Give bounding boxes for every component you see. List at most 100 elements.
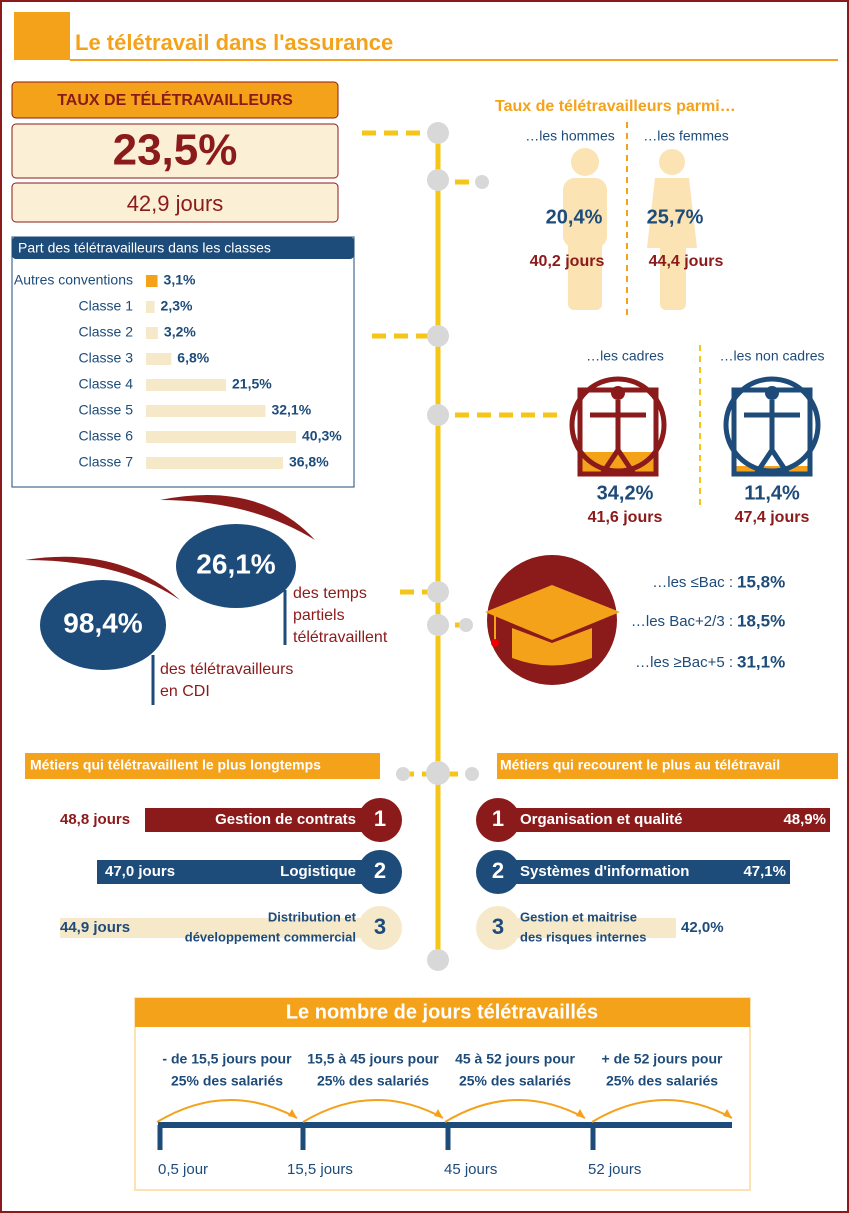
classes-title: Part des télétravailleurs dans les class… xyxy=(18,240,271,256)
class-label: Classe 7 xyxy=(79,454,134,470)
part-time-bubble xyxy=(176,524,296,608)
rate-box xyxy=(11,123,339,179)
segment-text: 25% des salariés xyxy=(606,1073,718,1089)
group-days: 47,4 jours xyxy=(735,509,810,526)
job-days: 48,8 jours xyxy=(60,811,130,828)
arrow xyxy=(591,1098,733,1123)
group-label: …les femmes xyxy=(643,128,729,144)
job-name: Gestion et maitrise xyxy=(520,909,637,924)
value-label: 3,1% xyxy=(164,272,196,288)
group-label: …les hommes xyxy=(525,128,614,144)
tick-label: 52 jours xyxy=(588,1161,641,1178)
arrow xyxy=(156,1098,298,1123)
group-days: 41,6 jours xyxy=(588,509,663,526)
rate-heading: TAUX DE TÉLÉTRAVAILLEURS xyxy=(57,90,293,109)
title: Le télétravail dans l'assurance xyxy=(75,30,393,55)
rank-bar xyxy=(97,860,380,884)
gender-title: Taux de télétravailleurs parmi… xyxy=(495,98,736,115)
part-time-text: des temps xyxy=(293,585,367,602)
days-box xyxy=(134,997,751,1191)
bar xyxy=(146,405,266,417)
rank-bar xyxy=(145,808,380,832)
class-label: Classe 5 xyxy=(79,402,134,418)
tick-label: 0,5 jour xyxy=(158,1161,208,1178)
rank-number: 3 xyxy=(492,914,504,939)
rankings: 1 1 Gestion de contrats Organisation et qua… xyxy=(60,798,830,950)
job-days: 44,9 jours xyxy=(60,919,130,936)
classes-chart: Autres conventions 3,1% Classe 1 2,3% Classe… xyxy=(14,272,342,470)
arrow-head xyxy=(723,1109,732,1118)
rank-badge xyxy=(358,906,402,950)
value-label: 40,3% xyxy=(302,428,342,444)
group-rate: 25,7% xyxy=(647,206,704,228)
segment-text: - de 15,5 jours pour xyxy=(162,1051,292,1067)
group-days: 40,2 jours xyxy=(530,253,605,270)
rank-badge xyxy=(476,906,520,950)
value-label: 2,3% xyxy=(161,298,193,314)
value-label: 21,5% xyxy=(232,376,272,392)
rate-header xyxy=(11,81,339,119)
education-list: …les ≤Bac :15,8% …les Bac+2/3 :18,5% …les … xyxy=(631,572,785,671)
job-name: Gestion de contrats xyxy=(215,811,356,828)
segment-text: 25% des salariés xyxy=(171,1073,283,1089)
value-label: 6,8% xyxy=(177,350,209,366)
swoosh xyxy=(25,556,180,600)
days-scale: - de 15,5 jours pour 25% des salariés 15,5… xyxy=(156,1051,733,1178)
rate-value: 23,5% xyxy=(113,126,238,175)
section-title: Métiers qui télétravaillent le plus long… xyxy=(30,757,321,773)
job-name: Systèmes d'information xyxy=(520,863,689,880)
job-rate: 42,0% xyxy=(681,919,724,936)
arrow xyxy=(444,1098,586,1123)
rank-bar xyxy=(60,918,380,938)
timeline xyxy=(362,122,560,971)
edu-value: 18,5% xyxy=(737,611,785,630)
rank-number: 2 xyxy=(492,858,504,883)
group-rate: 34,2% xyxy=(597,482,654,504)
rank-bar xyxy=(498,860,790,884)
edu-label: …les ≤Bac : xyxy=(652,574,733,591)
segment-text: + de 52 jours pour xyxy=(602,1051,724,1067)
classes-box xyxy=(11,236,355,488)
value-label: 32,1% xyxy=(271,402,311,418)
class-label: Classe 1 xyxy=(79,298,134,314)
rank-number: 1 xyxy=(374,806,386,831)
days-box xyxy=(11,182,339,223)
job-name: des risques internes xyxy=(520,929,646,944)
rank-number: 2 xyxy=(374,858,386,883)
job-name: développement commercial xyxy=(185,929,356,944)
segment-text: 45 à 52 jours pour xyxy=(455,1051,575,1067)
job-name: Distribution et xyxy=(268,909,357,924)
bar xyxy=(146,353,172,365)
job-name: Organisation et qualité xyxy=(520,811,683,828)
group-label: …les non cadres xyxy=(719,348,824,364)
bar xyxy=(146,275,158,287)
rank-number: 1 xyxy=(492,806,504,831)
bar xyxy=(146,431,296,443)
arrow-head xyxy=(288,1109,297,1118)
cdi-bubble xyxy=(40,580,166,670)
tick-label: 45 jours xyxy=(444,1161,497,1178)
segment-text: 25% des salariés xyxy=(317,1073,429,1089)
arrow-head xyxy=(576,1109,585,1118)
section-header xyxy=(497,753,838,779)
arrow xyxy=(302,1098,444,1123)
class-label: Classe 3 xyxy=(79,350,134,366)
job-days: 47,0 jours xyxy=(105,863,175,880)
job-rate: 48,9% xyxy=(783,811,826,828)
job-rate: 47,1% xyxy=(743,863,786,880)
cdi-text: des télétravailleurs xyxy=(160,661,293,678)
cdi-text: en CDI xyxy=(160,683,210,700)
silhouettes xyxy=(563,148,697,310)
value-label: 36,8% xyxy=(289,454,329,470)
class-label: Classe 2 xyxy=(79,324,134,340)
edu-value: 31,1% xyxy=(737,652,785,671)
group-days: 44,4 jours xyxy=(649,253,724,270)
section-header xyxy=(25,753,380,779)
group-label: …les cadres xyxy=(586,348,664,364)
part-time-text: partiels xyxy=(293,607,345,624)
edu-label: …les ≥Bac+5 : xyxy=(635,654,733,671)
rank-bar xyxy=(498,918,676,938)
tick-label: 15,5 jours xyxy=(287,1161,353,1178)
cdi-rate: 98,4% xyxy=(63,607,142,638)
